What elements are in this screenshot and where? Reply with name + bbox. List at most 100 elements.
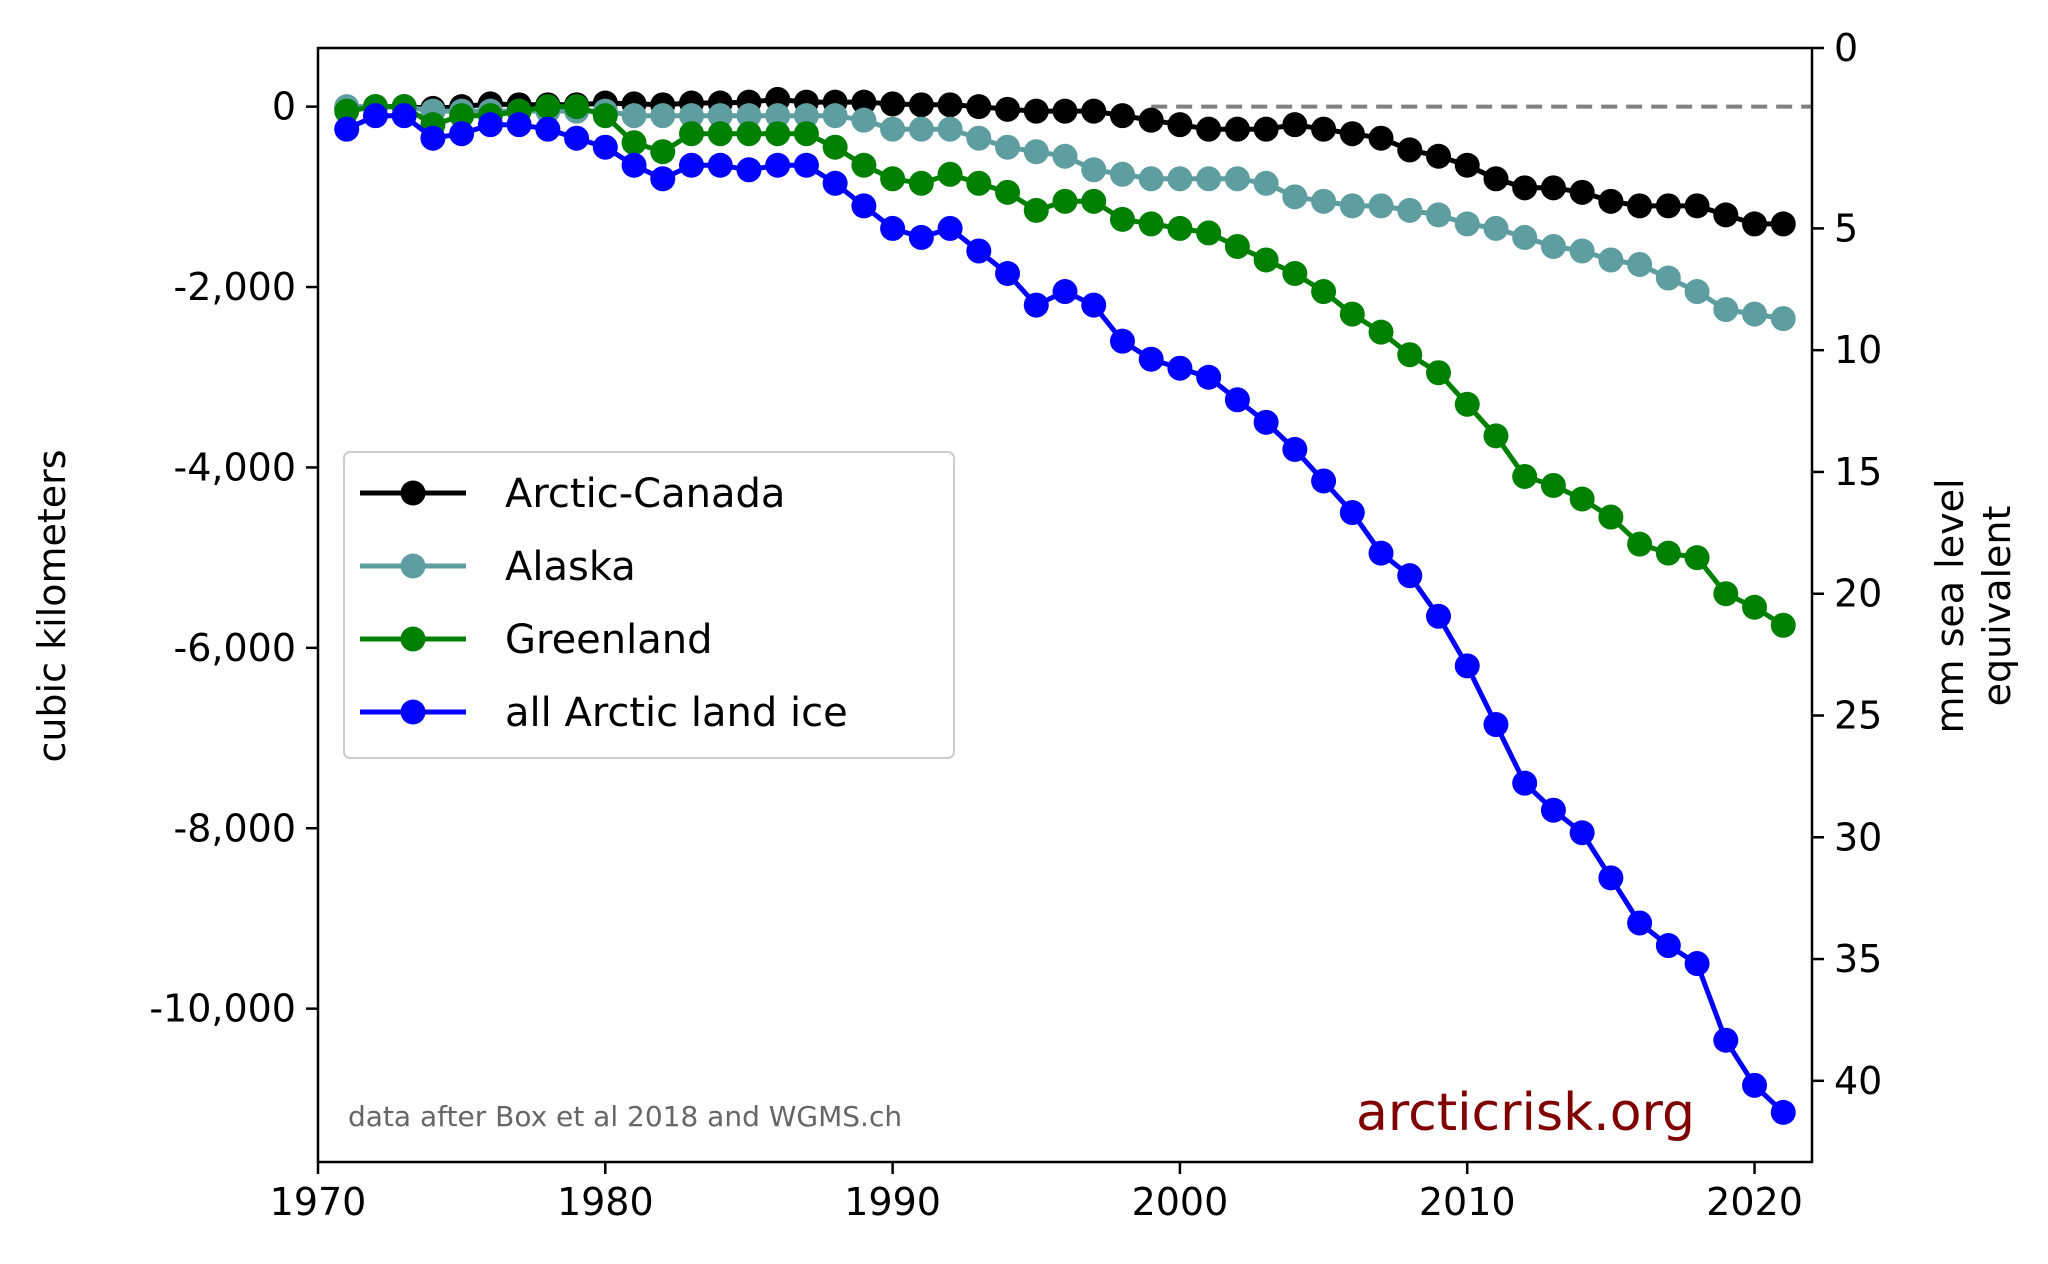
data-point-greenland xyxy=(1540,472,1566,498)
data-point-alaska xyxy=(1138,166,1164,192)
right-axis-label-line2: equivalent xyxy=(1975,506,2019,707)
data-point-all-arctic-land-ice xyxy=(1426,603,1451,629)
data-point-arctic-canada xyxy=(851,89,877,115)
data-point-alaska xyxy=(1454,211,1480,237)
data-point-alaska xyxy=(707,103,733,129)
data-point-all-arctic-land-ice xyxy=(1770,1099,1796,1125)
data-point-arctic-canada xyxy=(1540,175,1566,201)
data-point-alaska xyxy=(1540,233,1566,259)
data-point-alaska xyxy=(851,107,877,133)
data-point-arctic-canada xyxy=(1713,202,1739,228)
data-point-arctic-canada xyxy=(1684,193,1710,219)
data-point-greenland xyxy=(707,121,733,147)
data-point-all-arctic-land-ice xyxy=(362,103,388,129)
data-point-arctic-canada xyxy=(966,94,992,120)
data-point-all-arctic-land-ice xyxy=(736,157,762,183)
data-point-all-arctic-land-ice xyxy=(995,261,1021,287)
data-point-alaska xyxy=(1081,157,1107,183)
data-point-alaska xyxy=(937,116,963,142)
data-point-alaska xyxy=(1023,139,1049,165)
data-point-greenland xyxy=(1655,540,1681,566)
data-point-all-arctic-land-ice xyxy=(334,116,360,142)
data-point-arctic-canada xyxy=(1253,116,1279,142)
data-point-alaska xyxy=(1167,166,1193,192)
data-point-alaska xyxy=(1397,197,1423,223)
data-point-greenland xyxy=(334,98,360,124)
data-point-all-arctic-land-ice xyxy=(1655,933,1681,959)
data-point-alaska xyxy=(1512,224,1538,250)
data-point-arctic-canada xyxy=(995,96,1021,122)
legend-label-arctic-canada: Arctic-Canada xyxy=(505,471,785,517)
data-point-alaska xyxy=(1196,166,1222,192)
data-point-greenland xyxy=(1483,423,1509,449)
data-point-arctic-canada xyxy=(908,92,934,118)
y-tick-label: -6,000 xyxy=(174,626,297,670)
x-tick-label: 1970 xyxy=(270,1180,367,1224)
y2-tick-label: 35 xyxy=(1834,937,1882,981)
data-point-arctic-canada xyxy=(1081,98,1107,124)
data-point-greenland xyxy=(1138,211,1164,237)
data-point-greenland xyxy=(1569,486,1595,512)
data-point-arctic-canada xyxy=(1627,193,1653,219)
data-point-all-arctic-land-ice xyxy=(592,134,618,160)
data-point-arctic-canada xyxy=(1655,193,1681,219)
data-point-all-arctic-land-ice xyxy=(1081,292,1107,318)
data-point-greenland xyxy=(1742,594,1768,620)
data-point-greenland xyxy=(1196,220,1222,246)
data-point-alaska xyxy=(1770,306,1796,332)
legend-marker-all-arctic-land-ice xyxy=(400,699,426,725)
data-point-all-arctic-land-ice xyxy=(1540,797,1566,823)
data-point-alaska xyxy=(1311,188,1337,214)
data-point-all-arctic-land-ice xyxy=(1052,279,1078,305)
legend-marker-greenland xyxy=(400,626,426,652)
data-point-alaska xyxy=(1713,297,1739,323)
data-point-all-arctic-land-ice xyxy=(564,125,590,151)
data-point-all-arctic-land-ice xyxy=(851,193,877,219)
data-point-all-arctic-land-ice xyxy=(966,238,992,264)
data-point-greenland xyxy=(1598,504,1624,530)
data-point-greenland xyxy=(1426,360,1451,386)
data-point-alaska xyxy=(1598,247,1624,273)
data-point-all-arctic-land-ice xyxy=(1684,951,1710,977)
data-point-greenland xyxy=(621,130,647,156)
data-point-alaska xyxy=(908,116,934,142)
data-point-alaska xyxy=(1655,265,1681,291)
y2-tick-label: 40 xyxy=(1834,1059,1882,1103)
x-tick-label: 1980 xyxy=(557,1180,654,1224)
data-point-greenland xyxy=(908,170,934,196)
data-point-arctic-canada xyxy=(1282,112,1308,138)
data-point-greenland xyxy=(1454,391,1480,417)
data-point-alaska xyxy=(1483,215,1509,241)
data-point-all-arctic-land-ice xyxy=(391,103,417,129)
data-point-all-arctic-land-ice xyxy=(707,152,733,178)
y2-tick-label: 30 xyxy=(1834,815,1882,859)
data-point-arctic-canada xyxy=(937,92,963,118)
y-tick-label: -2,000 xyxy=(174,265,297,309)
data-point-alaska xyxy=(880,116,906,142)
data-point-arctic-canada xyxy=(1311,116,1337,142)
data-point-all-arctic-land-ice xyxy=(506,112,532,138)
x-tick-label: 2000 xyxy=(1132,1180,1229,1224)
data-point-greenland xyxy=(822,134,848,160)
data-point-arctic-canada xyxy=(1368,125,1394,151)
data-point-alaska xyxy=(966,125,992,151)
data-point-arctic-canada xyxy=(1196,116,1222,142)
data-point-arctic-canada xyxy=(1138,107,1164,133)
data-point-all-arctic-land-ice xyxy=(1512,770,1538,796)
data-point-greenland xyxy=(679,121,704,147)
data-point-alaska xyxy=(1052,143,1078,169)
data-point-greenland xyxy=(564,94,590,120)
plot-frame xyxy=(316,46,1814,1164)
data-point-greenland xyxy=(851,152,877,178)
data-point-greenland xyxy=(1081,188,1107,214)
legend-label-all-arctic-land-ice: all Arctic land ice xyxy=(505,690,848,736)
data-point-arctic-canada xyxy=(1512,175,1538,201)
y2-tick-label: 10 xyxy=(1834,328,1882,372)
data-point-all-arctic-land-ice xyxy=(765,152,791,178)
data-point-arctic-canada xyxy=(1483,166,1509,192)
data-point-all-arctic-land-ice xyxy=(1138,346,1164,372)
y-tick-label: -10,000 xyxy=(149,987,296,1031)
y-tick-label: 0 xyxy=(272,85,296,129)
y-tick-label: -8,000 xyxy=(174,806,297,850)
